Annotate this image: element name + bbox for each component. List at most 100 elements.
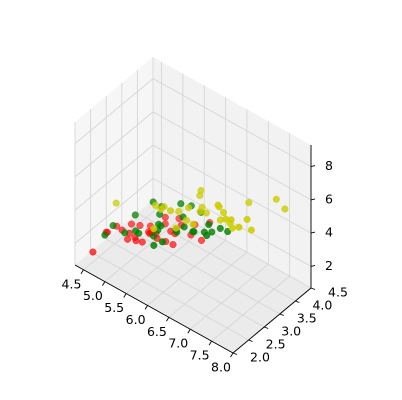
data-point bbox=[247, 226, 255, 234]
x-grid-line-floor bbox=[190, 263, 269, 330]
data-point bbox=[101, 231, 109, 239]
data-point bbox=[245, 199, 253, 207]
x-tick-label: 6.5 bbox=[147, 324, 167, 339]
data-point bbox=[196, 207, 204, 216]
x-tick-label: 5.0 bbox=[83, 288, 103, 303]
data-point bbox=[197, 187, 205, 195]
y-tick-mark bbox=[264, 326, 269, 329]
data-point bbox=[228, 224, 236, 232]
data-point bbox=[150, 225, 158, 233]
data-point bbox=[124, 235, 132, 243]
y-tick-label: 2.5 bbox=[266, 337, 286, 352]
data-point bbox=[182, 216, 191, 224]
axis-lines bbox=[74, 145, 312, 354]
z-grid-line-left bbox=[74, 178, 154, 244]
data-point bbox=[149, 232, 158, 240]
x-tick-mark bbox=[187, 328, 191, 334]
data-point bbox=[138, 238, 146, 246]
z-grid-line-back bbox=[152, 111, 312, 201]
x-tick-mark bbox=[166, 317, 170, 322]
x-tick-mark bbox=[208, 340, 212, 346]
z-grid-line-left bbox=[74, 78, 154, 144]
z-tick-label: 8 bbox=[325, 158, 333, 173]
data-point bbox=[109, 222, 117, 230]
data-point bbox=[208, 228, 216, 236]
z-tick-label: 2 bbox=[325, 258, 333, 273]
z-tick-mark bbox=[310, 198, 316, 201]
data-point bbox=[175, 207, 183, 215]
x-grid-line-floor bbox=[168, 251, 248, 318]
x-tick-label: 8.0 bbox=[211, 360, 231, 375]
data-point bbox=[190, 228, 198, 236]
data-point bbox=[132, 237, 140, 245]
x-tick-label: 7.0 bbox=[168, 336, 188, 351]
z-grid-line-back bbox=[152, 144, 312, 234]
data-points bbox=[89, 187, 289, 256]
data-point bbox=[161, 213, 169, 221]
data-point bbox=[131, 211, 139, 219]
data-point bbox=[205, 221, 213, 229]
data-point bbox=[89, 248, 97, 256]
x-grid-line-floor bbox=[147, 240, 226, 306]
y-tick-label: 2.0 bbox=[250, 350, 270, 365]
data-point bbox=[243, 215, 251, 223]
z-tick-mark bbox=[310, 264, 316, 267]
data-point bbox=[227, 216, 235, 224]
x-tick-mark bbox=[80, 269, 84, 275]
data-point bbox=[189, 220, 197, 228]
z-grid-line-back bbox=[152, 78, 312, 167]
data-point bbox=[215, 203, 223, 211]
x-tick-mark bbox=[230, 352, 234, 358]
y-tick-label: 3.0 bbox=[281, 324, 301, 339]
data-point bbox=[216, 224, 224, 232]
x-tick-label: 6.0 bbox=[126, 312, 146, 327]
data-point bbox=[202, 209, 210, 217]
data-point bbox=[172, 224, 180, 232]
y-axis-line bbox=[232, 287, 312, 354]
z-tick-label: 6 bbox=[325, 191, 333, 206]
x-grid-line-floor bbox=[83, 204, 162, 271]
data-point bbox=[158, 238, 166, 246]
x-tick-mark bbox=[123, 293, 127, 298]
y-tick-mark bbox=[279, 313, 284, 316]
grid-lines bbox=[74, 57, 312, 354]
z-grid-line-left bbox=[74, 144, 154, 211]
y-grid-line-floor bbox=[90, 251, 249, 341]
x-grid-line-floor bbox=[125, 228, 205, 294]
data-point bbox=[112, 199, 120, 207]
x-axis-line bbox=[74, 264, 234, 354]
x-tick-mark bbox=[102, 281, 106, 286]
y-tick-label: 3.5 bbox=[297, 311, 317, 326]
data-point bbox=[177, 200, 185, 208]
data-point bbox=[272, 195, 280, 203]
y-tick-mark bbox=[295, 300, 300, 303]
x-tick-label: 5.5 bbox=[104, 300, 124, 315]
z-grid-line-left bbox=[74, 111, 154, 178]
y-tick-mark bbox=[310, 287, 316, 290]
y-tick-mark bbox=[248, 339, 253, 342]
data-point bbox=[169, 241, 177, 249]
y-grid-line-floor bbox=[105, 238, 265, 328]
z-tick-mark bbox=[310, 165, 316, 168]
back-pane bbox=[153, 57, 311, 288]
x-grid-line-floor bbox=[211, 275, 290, 342]
axis-ticks: 4.55.05.56.06.57.07.58.02.02.53.03.54.04… bbox=[62, 158, 348, 374]
z-tick-mark bbox=[310, 231, 316, 234]
data-point bbox=[121, 229, 129, 237]
data-point bbox=[180, 223, 188, 231]
data-point bbox=[127, 220, 136, 228]
data-point bbox=[281, 205, 289, 213]
data-point bbox=[136, 221, 144, 230]
data-point bbox=[150, 241, 158, 249]
data-point bbox=[219, 208, 228, 217]
y-tick-mark bbox=[232, 352, 238, 355]
data-point bbox=[167, 207, 175, 215]
x-tick-label: 4.5 bbox=[62, 276, 82, 291]
data-point bbox=[132, 227, 140, 235]
data-point bbox=[235, 223, 243, 231]
data-point bbox=[184, 204, 193, 212]
y-grid-line-floor bbox=[121, 225, 281, 315]
x-tick-label: 7.5 bbox=[190, 348, 210, 363]
y-tick-label: 4.5 bbox=[328, 285, 348, 300]
